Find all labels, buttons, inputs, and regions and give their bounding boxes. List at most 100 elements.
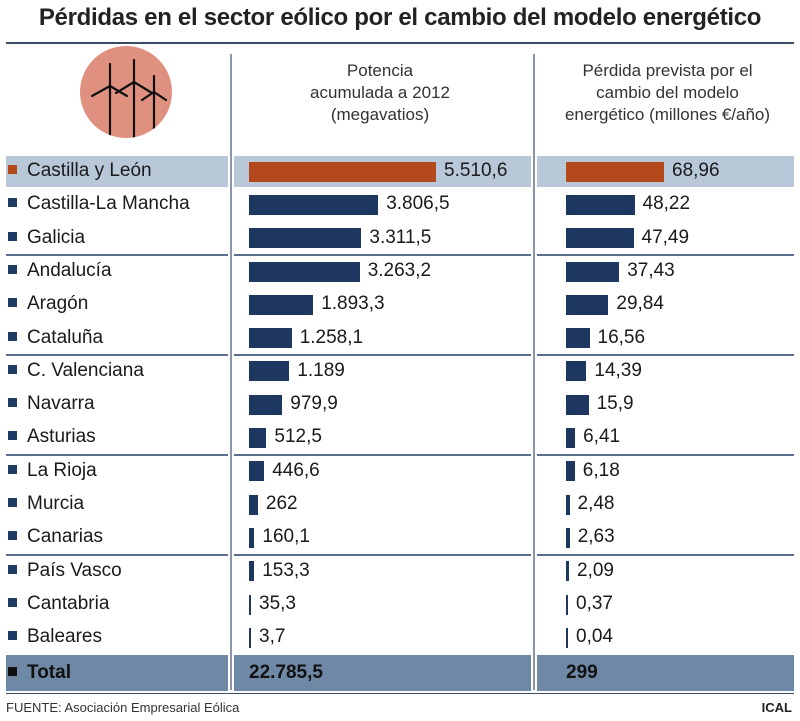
total-row-bg-mid [234, 654, 531, 691]
wind-turbine-icon [80, 46, 172, 138]
legend-square [8, 464, 17, 474]
data-label: 2,63 [577, 526, 615, 548]
legend-square [8, 198, 17, 208]
bar-perdida [566, 428, 576, 449]
bar-potencia [249, 161, 436, 182]
group-separator [234, 453, 531, 456]
bar-potencia [249, 394, 283, 415]
category-label: Cataluña [8, 327, 103, 349]
category-label: La Rioja [8, 460, 97, 482]
legend-square [8, 298, 17, 308]
data-label: 5.510,6 [444, 160, 508, 181]
data-label: 2,09 [577, 559, 614, 581]
data-label: 14,39 [594, 359, 642, 381]
bar-potencia [249, 594, 251, 615]
bar-potencia [249, 328, 292, 349]
footer-rule [6, 693, 794, 694]
data-label: 0,04 [576, 626, 613, 648]
bar-perdida [566, 294, 609, 315]
bar-perdida [566, 161, 664, 182]
divider-line-1 [230, 54, 232, 690]
data-label: 979,9 [290, 393, 338, 415]
bar-perdida [566, 594, 568, 615]
bar-perdida [566, 194, 635, 215]
bar-potencia [249, 428, 267, 449]
group-separator [6, 553, 228, 556]
data-label: 262 [265, 493, 298, 514]
category-label-text: Cataluña [27, 326, 104, 348]
data-label: 0,37 [576, 592, 613, 614]
legend-square [8, 597, 17, 607]
category-label: Navarra [8, 393, 95, 415]
data-label: 48,22 [642, 193, 691, 215]
category-label-text: Murcia [27, 493, 85, 514]
data-label: 15,9 [596, 393, 634, 415]
bar-potencia [249, 228, 362, 249]
total-potencia: 22.785,5 [249, 661, 323, 683]
category-label: Andalucía [8, 260, 112, 282]
category-label-text: La Rioja [27, 459, 97, 481]
highlight-row-bg-left [6, 156, 228, 188]
source-note: FUENTE: Asociación Empresarial Eólica [6, 700, 240, 715]
category-label-text: Andalucía [27, 259, 112, 281]
legend-square [8, 364, 17, 374]
bar-perdida [566, 561, 569, 582]
bar-potencia [249, 627, 251, 648]
legend-square [8, 264, 17, 274]
total-label: Total [8, 662, 71, 684]
category-label: Canarias [8, 526, 103, 548]
total-perdida: 299 [566, 661, 598, 683]
data-label: 68,96 [672, 160, 720, 181]
legend-square [8, 398, 17, 408]
data-label: 1.893,3 [321, 293, 385, 315]
data-label: 3.263,2 [367, 259, 432, 281]
legend-square [8, 431, 17, 441]
data-label: 1.258,1 [299, 326, 364, 348]
bar-perdida [566, 328, 590, 349]
category-label-text: Castilla-La Mancha [27, 193, 190, 215]
category-label: Castilla-La Mancha [8, 193, 190, 215]
bar-potencia [249, 527, 255, 548]
data-label: 35,3 [259, 592, 296, 614]
data-label: 1.189 [297, 359, 345, 381]
bar-perdida [566, 261, 620, 282]
legend-square [8, 666, 17, 676]
group-separator [537, 453, 794, 456]
category-label: Murcia [8, 493, 84, 515]
group-separator [537, 553, 794, 556]
category-label-text: Asturias [27, 426, 96, 448]
category-label-text: Galicia [27, 226, 86, 248]
bar-perdida [566, 527, 570, 548]
legend-square [8, 231, 17, 241]
data-label: 2,48 [577, 493, 615, 514]
data-label: 446,6 [272, 459, 320, 481]
legend-square [8, 531, 17, 541]
bar-potencia [249, 494, 258, 515]
category-label: C. Valenciana [8, 360, 144, 382]
data-label: 160,1 [262, 526, 310, 548]
bar-perdida [566, 228, 634, 249]
category-label: Aragón [8, 293, 88, 315]
category-label: País Vasco [8, 560, 122, 582]
data-label: 3.311,5 [369, 226, 432, 248]
category-label-text: Castilla y León [27, 160, 152, 181]
legend-square [8, 631, 17, 641]
group-separator [6, 353, 228, 356]
bar-potencia [249, 361, 290, 382]
category-label-text: Navarra [27, 393, 95, 415]
bar-perdida [566, 494, 570, 515]
data-label: 37,43 [627, 259, 675, 281]
total-label-text: Total [27, 661, 71, 683]
bar-perdida [566, 627, 568, 648]
chart-title: Pérdidas en el sector eólico por el camb… [38, 4, 762, 31]
bar-perdida [566, 361, 587, 382]
divider-line-2 [533, 54, 535, 690]
data-label: 3.806,5 [386, 193, 450, 215]
data-label: 3,7 [259, 626, 286, 648]
group-separator [234, 253, 531, 256]
data-label: 29,84 [616, 293, 664, 315]
bar-potencia [249, 294, 314, 315]
legend-square [8, 498, 17, 507]
category-label-text: C. Valenciana [27, 359, 144, 381]
data-label: 512,5 [274, 426, 322, 448]
